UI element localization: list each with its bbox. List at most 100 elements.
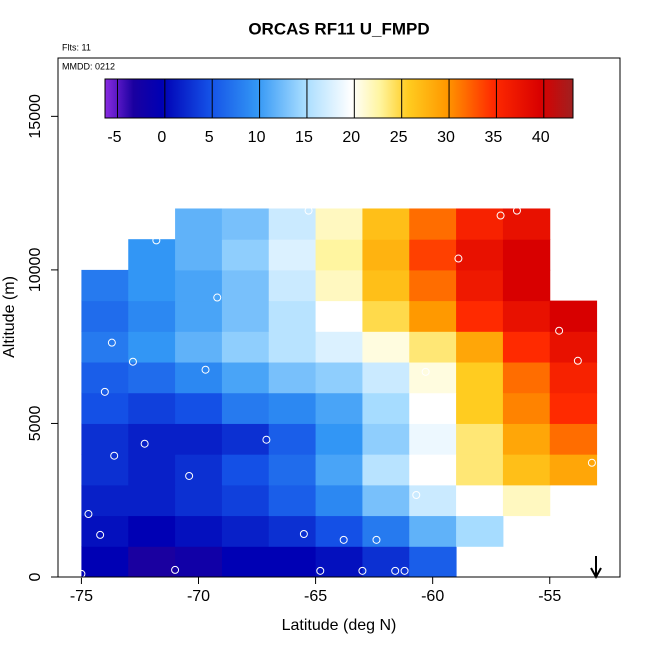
heat-cell [128,515,176,547]
heat-cell [175,392,223,424]
heat-cell [456,300,504,332]
heat-cell [221,208,270,240]
heat-cell [502,392,551,424]
observation-point [587,458,596,467]
heat-cell [456,515,504,547]
heat-cell [221,300,270,332]
observation-point [128,357,137,366]
y-tick-label: 15000 [27,94,44,139]
heat-cell [268,239,317,271]
heat-cell [221,454,270,486]
heat-cell [362,484,410,517]
heat-cell [81,484,129,517]
observation-point [213,293,222,302]
colorbar-tick-label: 5 [205,129,214,146]
date-note: MMDD: 0212 [62,61,115,71]
heat-cell [456,208,504,240]
observation-point [107,338,116,347]
heat-cell [175,546,223,578]
observation-point [573,356,582,365]
heat-cell [549,423,598,455]
heat-cell [175,208,223,240]
heat-cell [409,239,457,271]
heat-cell [175,362,223,394]
colorbar-tick-label: 40 [532,129,550,146]
observation-point [84,510,93,519]
heat-cell [456,423,504,455]
observation-point [304,206,313,215]
heat-cell [502,331,551,363]
heat-cell [362,300,410,332]
heat-cell [456,331,504,363]
heat-cell [409,269,457,302]
heat-cell [502,484,551,517]
heat-cell [268,362,317,394]
heat-cell [128,269,176,302]
heat-cell [175,239,223,271]
heat-cell [315,208,363,240]
heat-cell [221,546,270,578]
observation-point [96,530,105,539]
heat-cell [409,392,457,424]
heat-cell [221,269,270,302]
heat-cell [315,392,363,424]
heat-cell [128,392,176,424]
colorbar-tick-label: 30 [437,129,455,146]
heat-cell [175,515,223,547]
heat-cell [175,269,223,302]
heat-cell [315,484,363,517]
flights-note: Flts: 11 [62,42,91,52]
heat-cell [81,331,129,363]
heat-cell [221,484,270,517]
heat-cell [456,269,504,302]
heat-cell [409,362,457,394]
heat-cell [175,454,223,486]
colorbar-tick-label: 35 [485,129,503,146]
observation-point [555,326,564,335]
heat-cell [409,331,457,363]
heat-cell [315,423,363,455]
heat-cell [549,331,598,363]
heat-cell [81,392,129,424]
observation-point [496,211,505,220]
observation-point [152,236,161,245]
observation-point [421,367,430,376]
colorbar-tick-label: 0 [157,129,166,146]
colorbar-tick-label: 25 [390,129,408,146]
y-tick-label: 5000 [27,406,44,442]
heat-cell [81,515,129,547]
heat-cell [128,239,176,271]
heat-cell [268,515,317,547]
heat-cell [549,454,598,486]
chart-title: ORCAS RF11 U_FMPD [248,19,429,38]
plot-frame [57,57,621,578]
heat-cell [362,423,410,455]
heat-cell [549,362,598,394]
heat-cell [502,454,551,486]
heat-cell [315,239,363,271]
observation-point [339,535,348,544]
heat-cell [268,269,317,302]
observation-point [299,530,308,539]
heat-cell [128,484,176,517]
heat-cell [268,484,317,517]
observation-point [400,566,409,575]
heat-cell [502,300,551,332]
heat-cell [81,454,129,486]
colorbar [104,78,574,119]
heat-cell [268,208,317,240]
heat-cell [409,423,457,455]
heat-cell [362,239,410,271]
heat-cell [502,208,551,240]
heat-cell [128,331,176,363]
heat-cell [128,362,176,394]
heat-cell [128,546,176,578]
heat-cell [221,423,270,455]
heat-cell [221,331,270,363]
y-tick-label: 0 [27,572,44,581]
heat-cell [268,454,317,486]
heat-cell [456,392,504,424]
heat-cell [315,515,363,547]
heat-cell [315,331,363,363]
heat-cell [456,239,504,271]
